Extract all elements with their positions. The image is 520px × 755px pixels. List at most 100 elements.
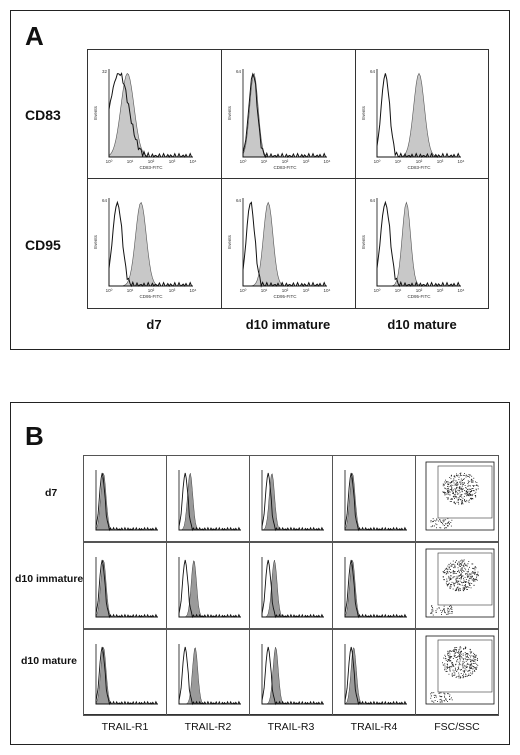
scatter-dot: [460, 472, 462, 474]
scatter-dot: [471, 665, 473, 667]
scatter-dot: [449, 612, 451, 614]
scatter-dot: [451, 607, 453, 608]
filled-histogram: [377, 72, 461, 158]
scatter-dot: [451, 665, 453, 667]
scatter-dot: [457, 577, 458, 579]
scatter-dot: [460, 475, 462, 476]
x-tick-label: 10⁴: [458, 159, 465, 164]
scatter-dot: [434, 700, 436, 701]
y-max-label: 64: [370, 69, 376, 74]
scatter-dot: [450, 572, 451, 574]
scatter-dot: [448, 583, 449, 585]
histogram-cell: [83, 542, 167, 629]
scatter-dot: [476, 577, 477, 579]
scatter-dot: [453, 502, 455, 504]
scatter-dot: [463, 563, 465, 565]
x-tick-label: 10⁴: [190, 159, 197, 164]
scatter-dot: [473, 580, 475, 582]
scatter-dot: [433, 694, 435, 696]
scatter-dot: [469, 574, 471, 576]
scatter-dot: [453, 656, 455, 658]
isotype-histogram: [242, 201, 327, 288]
scatter-dot: [442, 483, 444, 485]
scatter-dot: [460, 651, 461, 653]
scatter-dot: [432, 521, 433, 523]
histogram-axes: [376, 69, 461, 158]
scatter-dot: [470, 491, 471, 492]
y-max-label: 32: [102, 69, 108, 74]
scatter-dot: [435, 520, 437, 522]
scatter-dot: [465, 656, 467, 657]
scatter-dot: [444, 572, 445, 574]
scatter-dot: [465, 665, 467, 667]
scatter-dot: [449, 653, 451, 655]
scatter-dot: [447, 585, 448, 587]
scatter-dot: [451, 490, 453, 492]
scatter-dot: [460, 499, 462, 500]
histogram-cell: [166, 542, 250, 629]
scatter-dot: [453, 649, 455, 651]
scatter-dot: [431, 609, 433, 611]
scatter-dot: [440, 520, 442, 522]
scatter-dot: [475, 574, 477, 575]
scatter-dot: [448, 487, 449, 489]
scatter-dot: [450, 482, 452, 484]
scatter-dot: [433, 701, 435, 703]
scatter-dot: [452, 588, 454, 590]
scatter-dot: [467, 586, 469, 588]
scatter-dot: [472, 571, 473, 573]
scatter-dot: [451, 474, 452, 476]
scatter-dot: [444, 525, 445, 526]
scatter-dot: [461, 565, 463, 566]
scatter-dot: [475, 655, 477, 657]
x-tick-label: 10²: [282, 288, 289, 293]
scatter-dot: [443, 484, 445, 486]
scatter-dot: [470, 667, 472, 669]
scatter-dot: [433, 521, 434, 522]
scatter-dot: [451, 565, 453, 567]
scatter-dot: [461, 564, 462, 566]
scatter-dot: [445, 519, 447, 521]
histogram-axes: [242, 198, 327, 287]
scatter-dot: [472, 663, 474, 664]
scatter-dot: [447, 570, 449, 572]
scatter-dot: [461, 500, 463, 502]
scatter-dot: [458, 503, 460, 505]
scatter-dot: [461, 581, 462, 583]
scatter-dot: [447, 608, 449, 609]
scatter-dot: [467, 655, 468, 657]
scatter-dot: [465, 476, 467, 478]
x-tick-label: 10⁰: [240, 288, 247, 293]
scatter-dot: [447, 666, 448, 668]
scatter-dot: [472, 580, 474, 582]
scatter-dot: [473, 659, 475, 661]
scatter-dot: [435, 611, 437, 613]
scatter-dot: [460, 656, 461, 658]
scatter-dot: [461, 494, 463, 495]
scatter-dot: [440, 609, 442, 611]
scatter-dot: [471, 490, 472, 492]
scatter-dot: [453, 479, 455, 481]
scatter-dot: [464, 589, 465, 590]
scatter-dot: [467, 575, 469, 577]
scatter-dot: [475, 662, 477, 664]
scatter-dot: [448, 520, 450, 522]
y-axis-label: Events: [93, 105, 98, 120]
scatter-dot: [455, 483, 457, 485]
scatter-dot: [432, 525, 434, 527]
scatter-dot: [451, 519, 453, 521]
scatter-dot: [431, 692, 433, 693]
scatter-dot: [457, 500, 459, 501]
scatter-dot: [447, 653, 448, 655]
x-tick-label: 10⁴: [324, 288, 331, 293]
scatter-dot: [448, 489, 450, 491]
scatter-dot: [446, 666, 448, 668]
scatter-dot: [471, 668, 472, 669]
scatter-dot: [474, 571, 476, 573]
scatter-dot: [435, 523, 437, 525]
scatter-dot: [450, 584, 452, 586]
scatter-dot: [463, 673, 464, 675]
scatter-dot: [468, 670, 470, 672]
scatter-dot: [464, 567, 466, 569]
gate-region: [437, 639, 493, 693]
